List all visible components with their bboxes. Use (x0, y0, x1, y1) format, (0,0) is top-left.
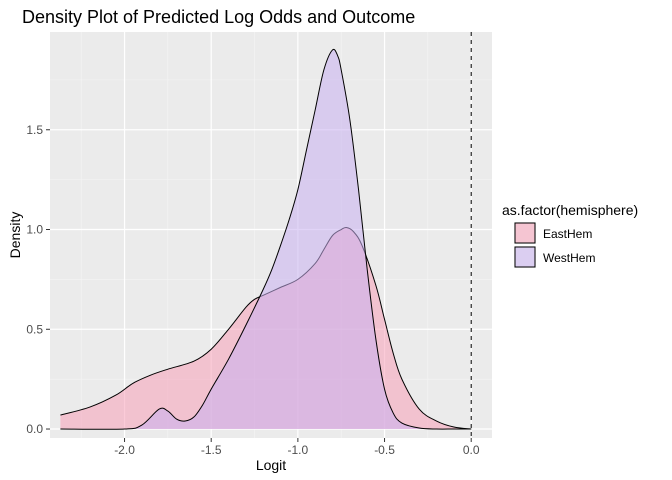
x-tick-label: -0.5 (374, 443, 395, 457)
x-tick-label: -1.5 (201, 443, 222, 457)
x-tick-label: 0.0 (463, 443, 480, 457)
x-axis: -2.0 -1.5 -1.0 -0.5 0.0 (114, 438, 480, 457)
y-tick-label: 0.0 (26, 422, 43, 436)
legend-swatch-westhem (514, 246, 536, 268)
density-area-westhem (60, 49, 472, 430)
density-line-westhem (60, 48, 472, 430)
legend-label-easthem: EastHem (543, 227, 592, 241)
legend-items: EastHem WestHem (514, 222, 595, 268)
x-tick-label: -2.0 (114, 443, 135, 457)
y-axis: 0.0 0.5 1.0 1.5 (26, 123, 50, 436)
y-tick-label: 1.0 (26, 223, 43, 237)
legend-label-westhem: WestHem (543, 251, 595, 265)
x-tick-label: -1.0 (288, 443, 309, 457)
y-tick-label: 0.5 (26, 322, 43, 336)
chart-title: Density Plot of Predicted Log Odds and O… (22, 7, 415, 27)
y-axis-title: Density (7, 212, 23, 259)
x-axis-title: Logit (256, 457, 286, 473)
legend: as.factor(hemisphere) EastHem WestHem (502, 202, 638, 268)
y-tick-label: 1.5 (26, 123, 43, 137)
density-areas (60, 48, 472, 430)
legend-title: as.factor(hemisphere) (502, 202, 638, 218)
legend-swatch-easthem (514, 222, 536, 244)
